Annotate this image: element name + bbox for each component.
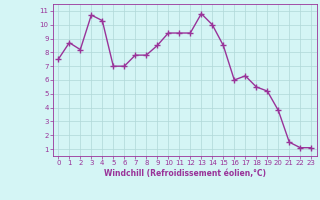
X-axis label: Windchill (Refroidissement éolien,°C): Windchill (Refroidissement éolien,°C) <box>104 169 266 178</box>
